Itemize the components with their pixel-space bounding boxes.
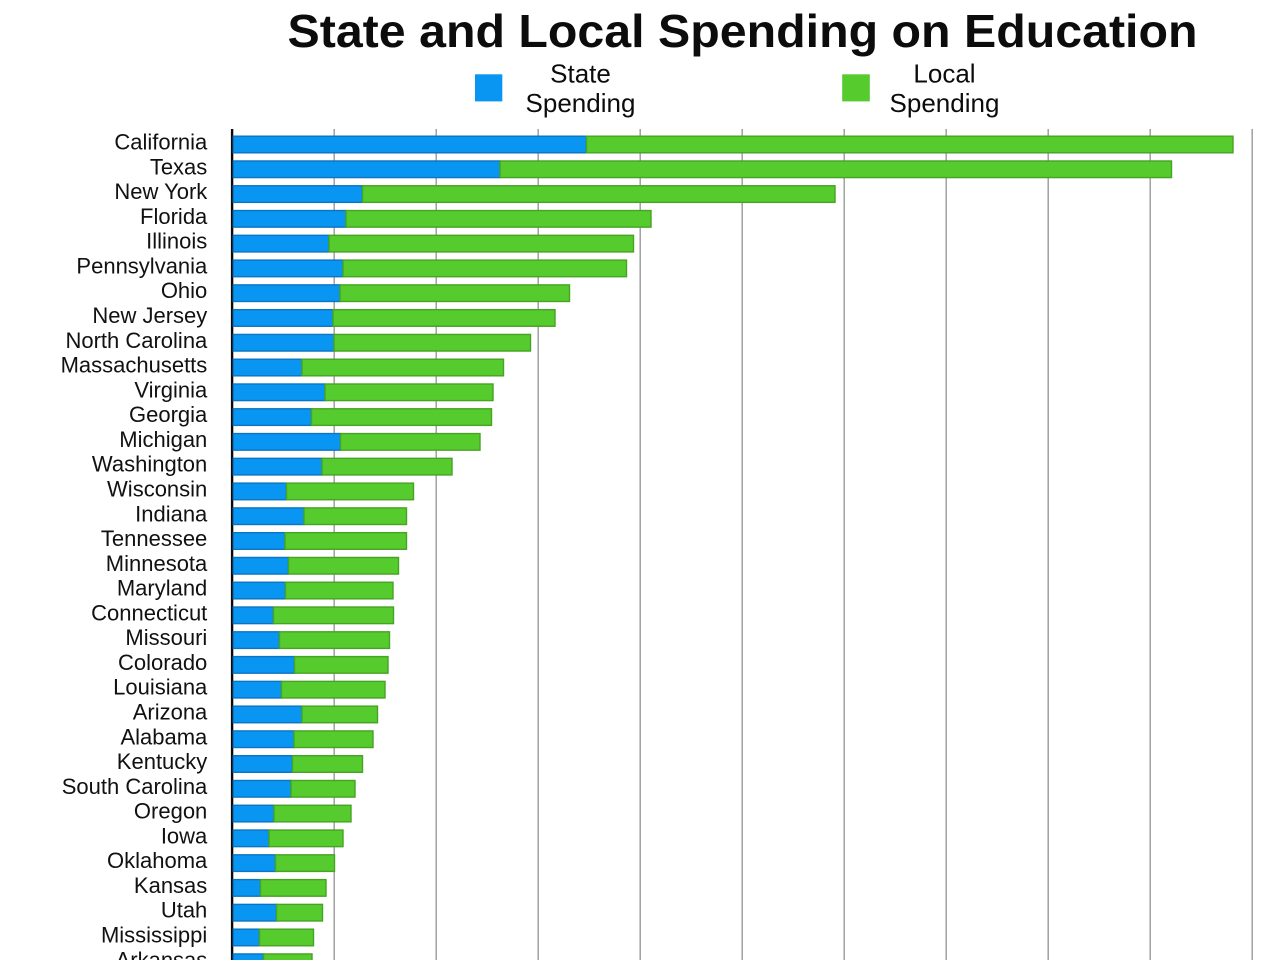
svg-text:Indiana: Indiana: [135, 501, 208, 526]
svg-text:Wisconsin: Wisconsin: [107, 476, 207, 501]
svg-text:State: State: [550, 59, 611, 89]
svg-text:Arizona: Arizona: [133, 699, 208, 724]
svg-text:Mississippi: Mississippi: [101, 923, 207, 948]
svg-text:Florida: Florida: [140, 204, 208, 229]
svg-text:Alabama: Alabama: [120, 724, 208, 749]
svg-text:Kansas: Kansas: [134, 873, 207, 898]
svg-text:Oklahoma: Oklahoma: [107, 848, 208, 873]
svg-text:Utah: Utah: [161, 898, 207, 923]
svg-text:Louisiana: Louisiana: [113, 675, 208, 700]
svg-text:Spending: Spending: [890, 88, 1000, 118]
svg-text:Virginia: Virginia: [134, 377, 208, 402]
svg-text:Tennessee: Tennessee: [101, 526, 207, 551]
svg-text:New York: New York: [114, 179, 208, 204]
svg-text:Minnesota: Minnesota: [106, 551, 208, 576]
svg-text:North Carolina: North Carolina: [65, 328, 208, 353]
svg-text:Connecticut: Connecticut: [91, 600, 207, 625]
svg-text:Iowa: Iowa: [161, 823, 208, 848]
svg-text:Maryland: Maryland: [117, 576, 207, 601]
svg-text:Missouri: Missouri: [125, 625, 207, 650]
svg-text:New Jersey: New Jersey: [92, 303, 207, 328]
svg-text:Oregon: Oregon: [134, 799, 207, 824]
svg-text:Texas: Texas: [150, 154, 207, 179]
svg-text:Illinois: Illinois: [146, 229, 207, 254]
svg-text:Spending: Spending: [526, 88, 636, 118]
svg-text:Michigan: Michigan: [119, 427, 207, 452]
svg-text:Pennsylvania: Pennsylvania: [76, 253, 208, 278]
svg-text:Washington: Washington: [92, 452, 207, 477]
svg-text:South Carolina: South Carolina: [62, 774, 208, 799]
svg-text:State and Local Spending on Ed: State and Local Spending on Education: [288, 5, 1198, 57]
svg-text:Arkansas: Arkansas: [116, 947, 208, 960]
svg-text:Ohio: Ohio: [161, 278, 207, 303]
svg-text:Local: Local: [913, 59, 975, 89]
svg-text:California: California: [114, 130, 208, 155]
svg-text:Colorado: Colorado: [118, 650, 207, 675]
svg-text:Kentucky: Kentucky: [117, 749, 208, 774]
svg-text:Massachusetts: Massachusetts: [61, 353, 208, 378]
svg-text:Georgia: Georgia: [129, 402, 208, 427]
